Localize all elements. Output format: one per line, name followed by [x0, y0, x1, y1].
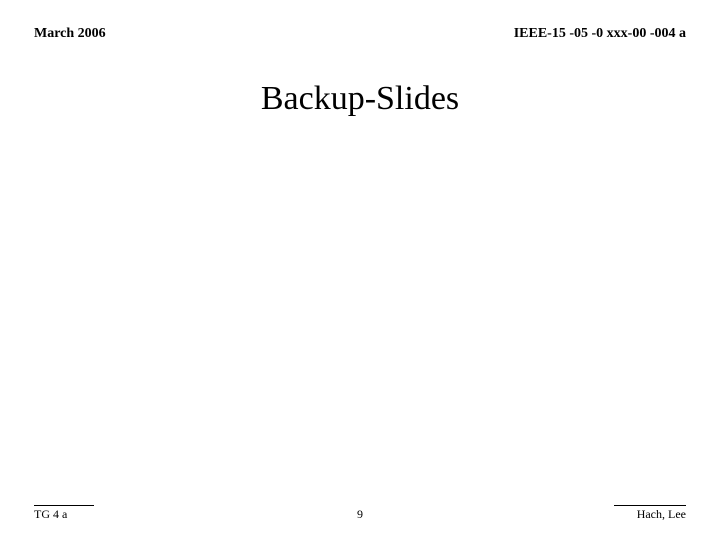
header-doc-id: IEEE-15 -05 -0 xxx-00 -004 a — [514, 26, 686, 42]
footer-authors: Hach, Lee — [637, 507, 686, 522]
footer-rule-left — [34, 505, 94, 506]
slide-title: Backup-Slides — [0, 80, 720, 118]
footer-rule-right — [614, 505, 686, 506]
slide: March 2006 IEEE-15 -05 -0 xxx-00 -004 a … — [0, 0, 720, 540]
footer-page-number: 9 — [0, 507, 720, 522]
header-date: March 2006 — [34, 26, 106, 42]
